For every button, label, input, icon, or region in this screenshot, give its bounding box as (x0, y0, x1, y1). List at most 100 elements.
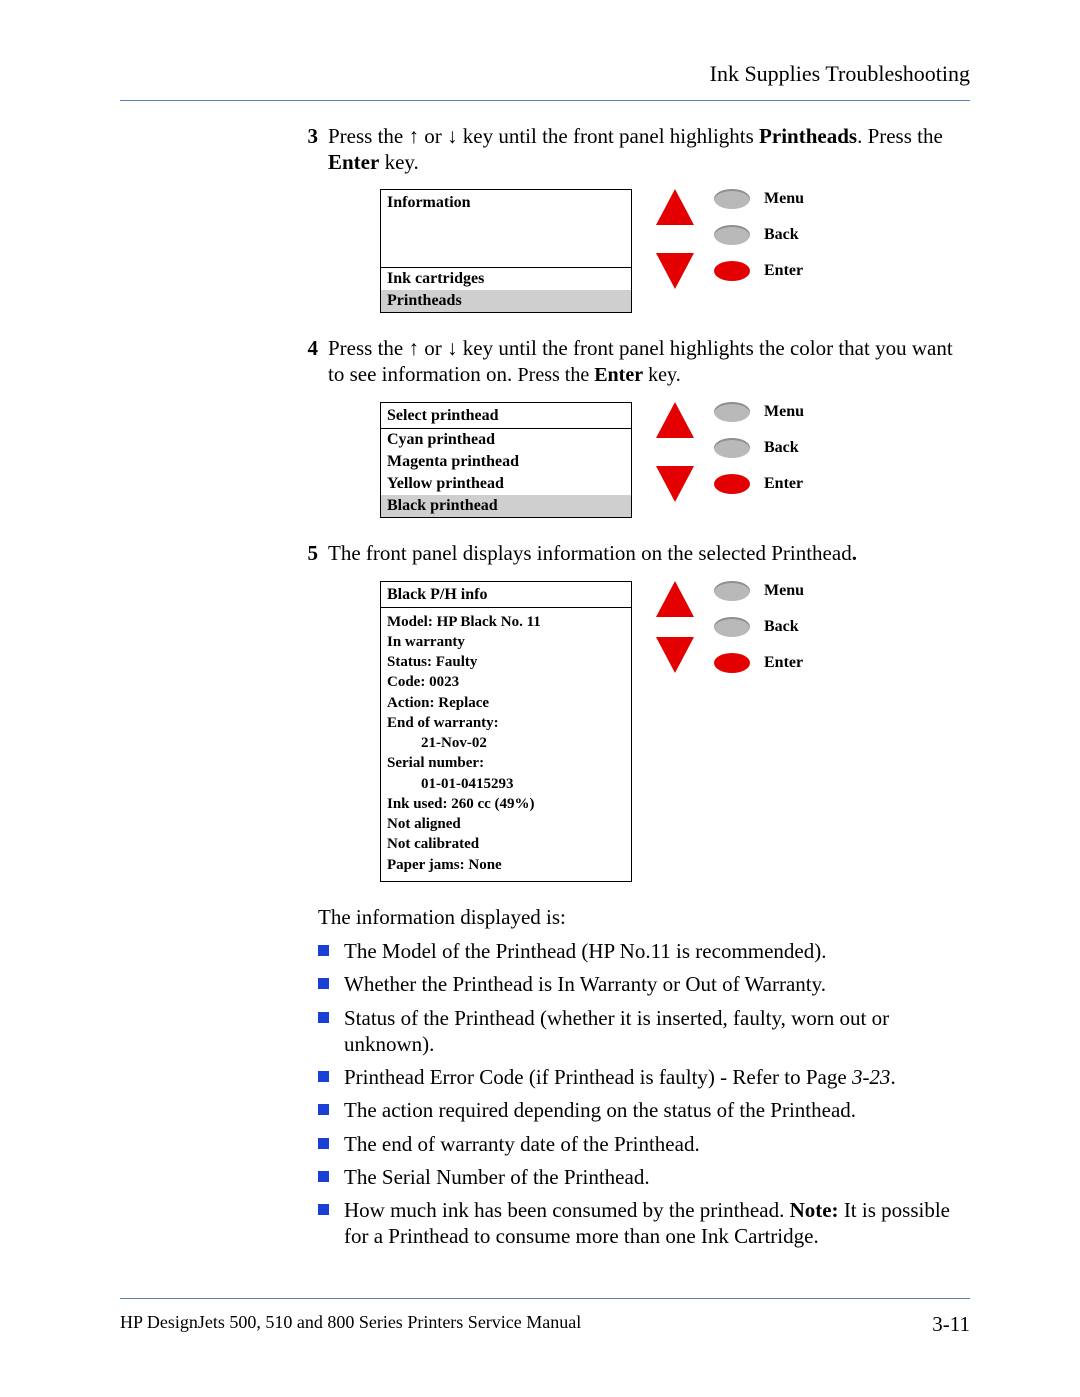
bullet-item: The action required depending on the sta… (318, 1097, 970, 1123)
bullet-item: Whether the Printhead is In Warranty or … (318, 971, 970, 997)
t: key. (643, 364, 681, 386)
up-arrow-icon[interactable] (656, 402, 694, 438)
down-arrow-glyph: ↓ (447, 124, 458, 148)
bullet-item: How much ink has been consumed by the pr… (318, 1197, 970, 1250)
lcd-2-row-2: Yellow printhead (381, 473, 631, 495)
t: or (419, 336, 447, 360)
enter-label: Enter (764, 653, 803, 673)
panel-2: Select printhead Cyan printhead Magenta … (380, 402, 970, 518)
menu-button-row: Menu (714, 402, 804, 422)
step-5-number: 5 (290, 540, 328, 566)
controls-3: Menu Back Enter (656, 581, 804, 673)
back-button-row: Back (714, 438, 804, 458)
info-line: Not aligned (387, 814, 625, 834)
enter-label: Enter (764, 261, 803, 281)
t: . (852, 541, 857, 565)
lcd-2-row-0: Cyan printhead (381, 429, 631, 451)
info-line: Ink used: 260 cc (49%) (387, 794, 625, 814)
t: Press the (518, 364, 595, 386)
info-line: Code: 0023 (387, 672, 625, 692)
t: Printhead Error Code (if Printhead is fa… (344, 1065, 852, 1089)
menu-label: Menu (764, 581, 804, 601)
note-word: Note: (790, 1198, 839, 1222)
header-rule (120, 100, 970, 101)
menu-button[interactable] (714, 402, 750, 422)
back-button-row: Back (714, 225, 804, 245)
back-button[interactable] (714, 225, 750, 245)
footer: HP DesignJets 500, 510 and 800 Series Pr… (120, 1309, 970, 1337)
button-col-2: Menu Back Enter (714, 402, 804, 494)
up-arrow-glyph: ↑ (409, 336, 420, 360)
enter-button[interactable] (714, 261, 750, 281)
t: The front panel displays information on … (328, 541, 852, 565)
enter-word: Enter (328, 150, 379, 174)
bullet-item: Status of the Printhead (whether it is i… (318, 1005, 970, 1058)
info-line: Action: Replace (387, 693, 625, 713)
lcd-2-row-3: Black printhead (381, 495, 631, 517)
step-3-number: 3 (290, 123, 328, 176)
down-arrow-glyph: ↓ (447, 336, 458, 360)
t: or (419, 124, 447, 148)
arrow-buttons-3 (656, 581, 694, 673)
back-button[interactable] (714, 438, 750, 458)
lcd-2-title: Select printhead (381, 403, 631, 428)
page: Ink Supplies Troubleshooting 3 Press the… (0, 0, 1080, 1377)
back-button-row: Back (714, 617, 804, 637)
up-arrow-glyph: ↑ (409, 124, 420, 148)
info-line: In warranty (387, 632, 625, 652)
t: How much ink has been consumed by the pr… (344, 1198, 790, 1222)
back-label: Back (764, 225, 799, 245)
arrow-buttons-1 (656, 189, 694, 289)
enter-button-row: Enter (714, 653, 804, 673)
panel-3: Black P/H info Model: HP Black No. 11 In… (380, 581, 970, 882)
page-header-title: Ink Supplies Troubleshooting (120, 60, 970, 88)
down-arrow-icon[interactable] (656, 466, 694, 502)
down-arrow-icon[interactable] (656, 253, 694, 289)
back-button[interactable] (714, 617, 750, 637)
footer-rule (120, 1298, 970, 1299)
lcd-1: Information Ink cartridges Printheads (380, 189, 632, 313)
bullet-item: The end of warranty date of the Printhea… (318, 1131, 970, 1157)
controls-2: Menu Back Enter (656, 402, 804, 502)
enter-button[interactable] (714, 653, 750, 673)
lcd-1-title: Information (381, 190, 631, 267)
enter-label: Enter (764, 474, 803, 494)
bullet-item: Printhead Error Code (if Printhead is fa… (318, 1064, 970, 1090)
t: . (890, 1065, 895, 1089)
lcd-3-info: Model: HP Black No. 11 In warranty Statu… (381, 608, 631, 881)
enter-button[interactable] (714, 474, 750, 494)
menu-button-row: Menu (714, 189, 804, 209)
page-ref: 3-23 (852, 1065, 891, 1089)
up-arrow-icon[interactable] (656, 581, 694, 617)
info-line: Model: HP Black No. 11 (387, 612, 625, 632)
info-bullet-list: The Model of the Printhead (HP No.11 is … (318, 938, 970, 1250)
menu-button[interactable] (714, 581, 750, 601)
panel-1: Information Ink cartridges Printheads Me… (380, 189, 970, 313)
step-5: 5 The front panel displays information o… (290, 540, 970, 566)
info-intro: The information displayed is: (318, 904, 970, 930)
t: key. (379, 150, 418, 174)
info-line: Serial number: (387, 753, 625, 773)
enter-button-row: Enter (714, 261, 804, 281)
lcd-3-title: Black P/H info (381, 582, 631, 607)
lcd-2: Select printhead Cyan printhead Magenta … (380, 402, 632, 518)
menu-label: Menu (764, 189, 804, 209)
step-4-number: 4 (290, 335, 328, 388)
menu-button[interactable] (714, 189, 750, 209)
down-arrow-icon[interactable] (656, 637, 694, 673)
info-line: 21-Nov-02 (387, 733, 625, 753)
controls-1: Menu Back Enter (656, 189, 804, 289)
t: Press the (328, 124, 409, 148)
bullet-item: The Serial Number of the Printhead. (318, 1164, 970, 1190)
enter-word: Enter (594, 364, 643, 386)
lcd-2-row-1: Magenta printhead (381, 451, 631, 473)
menu-button-row: Menu (714, 581, 804, 601)
back-label: Back (764, 617, 799, 637)
step-3-text: Press the ↑ or ↓ key until the front pan… (328, 123, 970, 176)
step-4: 4 Press the ↑ or ↓ key until the front p… (290, 335, 970, 388)
arrow-buttons-2 (656, 402, 694, 502)
bullet-item: The Model of the Printhead (HP No.11 is … (318, 938, 970, 964)
up-arrow-icon[interactable] (656, 189, 694, 225)
info-line: 01-01-0415293 (387, 774, 625, 794)
t: . Press the (857, 124, 943, 148)
